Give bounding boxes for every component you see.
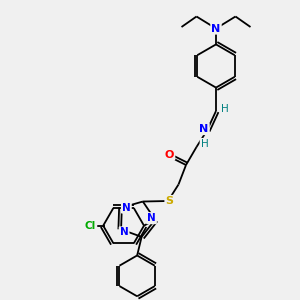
Text: H: H (201, 139, 208, 149)
Text: O: O (165, 149, 174, 160)
Text: N: N (122, 202, 131, 212)
Text: S: S (166, 196, 173, 206)
Text: N: N (147, 213, 156, 223)
Text: N: N (200, 124, 208, 134)
Text: Cl: Cl (85, 220, 96, 231)
Text: N: N (212, 23, 220, 34)
Text: H: H (220, 104, 228, 115)
Text: N: N (120, 227, 128, 237)
